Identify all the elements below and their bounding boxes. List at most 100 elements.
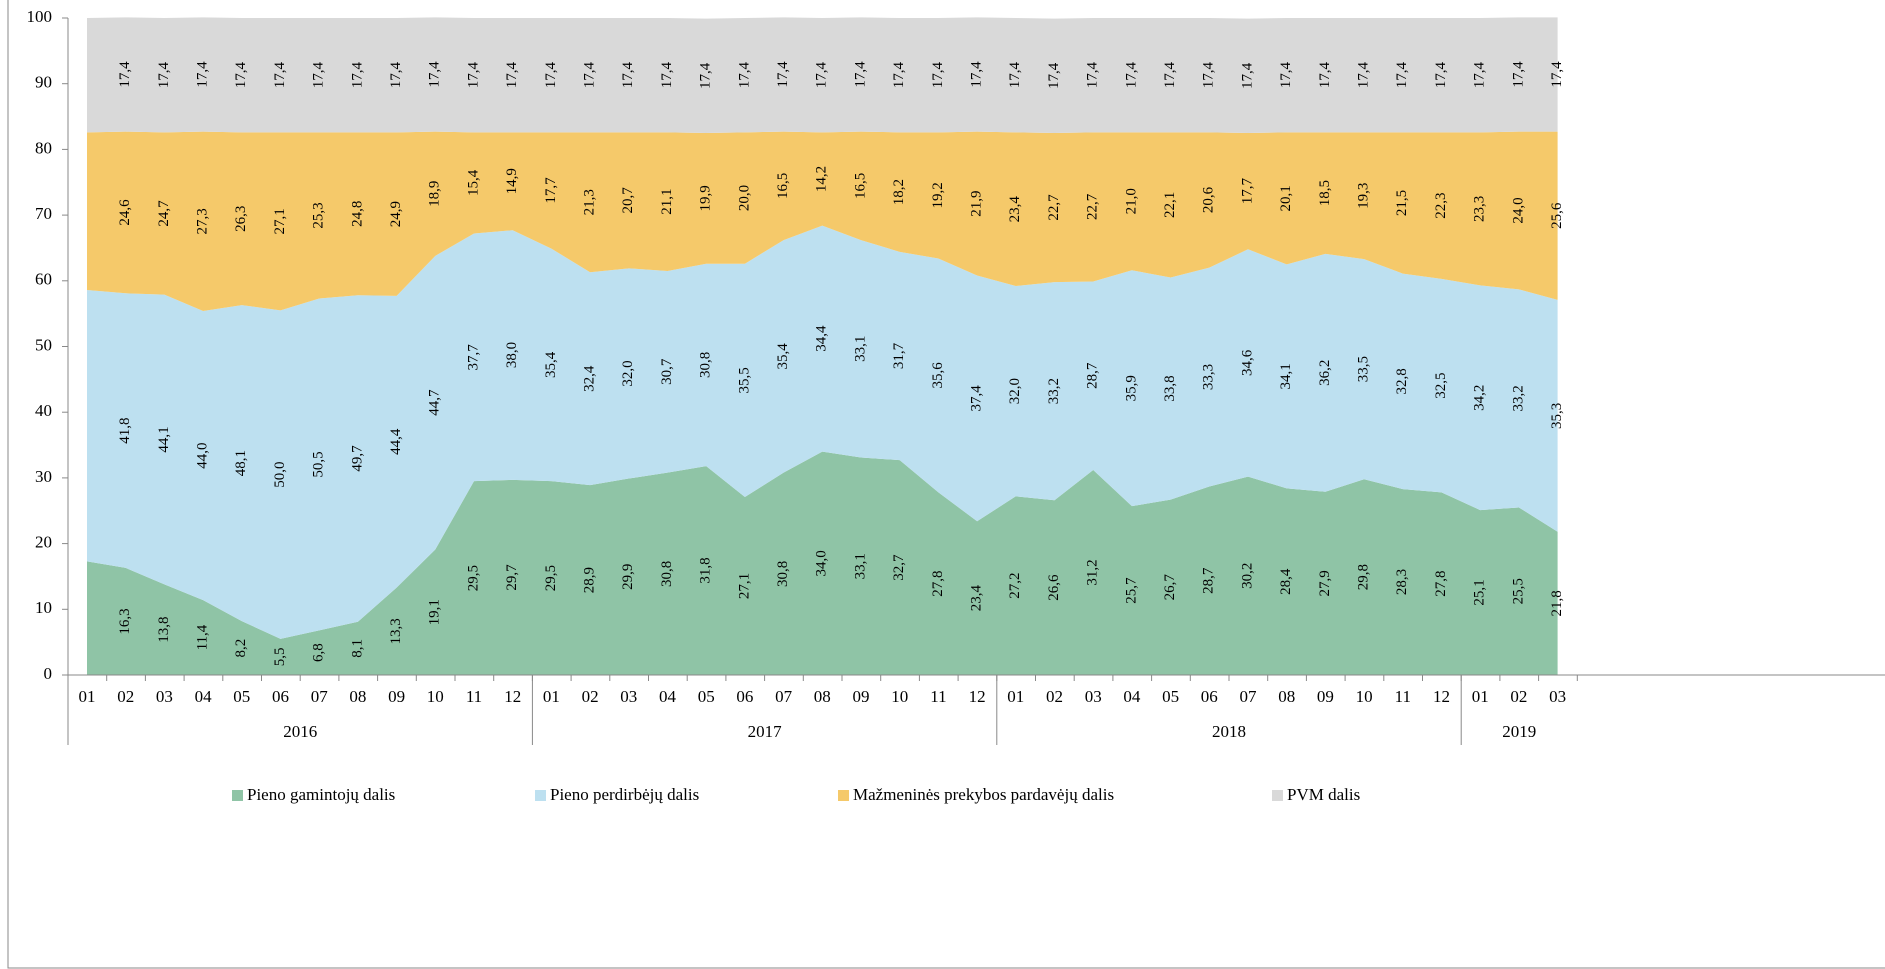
y-tick-label: 30 bbox=[35, 467, 52, 486]
value-label: 14,2 bbox=[814, 166, 830, 192]
value-label: 30,8 bbox=[659, 561, 675, 587]
value-label: 35,3 bbox=[1549, 403, 1565, 429]
legend-label: Pieno perdirbėjų dalis bbox=[550, 785, 699, 804]
value-label: 44,7 bbox=[427, 389, 443, 416]
x-tick-label: 09 bbox=[388, 687, 405, 706]
value-label: 37,4 bbox=[969, 385, 985, 412]
value-label: 32,0 bbox=[620, 360, 636, 386]
x-tick-label: 04 bbox=[659, 687, 677, 706]
area bbox=[87, 17, 1558, 133]
value-label: 25,6 bbox=[1549, 202, 1565, 229]
group-label: 2019 bbox=[1502, 722, 1536, 741]
value-label: 17,4 bbox=[349, 62, 365, 89]
value-label: 28,3 bbox=[1394, 569, 1410, 595]
area bbox=[87, 225, 1558, 639]
value-label: 24,7 bbox=[156, 200, 172, 227]
value-label: 18,5 bbox=[1317, 180, 1333, 206]
y-tick-label: 70 bbox=[35, 204, 52, 223]
value-label: 27,2 bbox=[1007, 573, 1023, 599]
x-tick-label: 03 bbox=[620, 687, 637, 706]
value-label: 23,4 bbox=[1007, 196, 1023, 223]
value-label: 6,8 bbox=[311, 643, 327, 662]
value-label: 17,4 bbox=[272, 62, 288, 89]
value-label: 50,5 bbox=[311, 451, 327, 477]
value-label: 36,2 bbox=[1317, 360, 1333, 386]
area bbox=[87, 451, 1558, 675]
x-tick-label: 01 bbox=[79, 687, 96, 706]
value-label: 17,4 bbox=[233, 62, 249, 89]
value-label: 27,8 bbox=[1433, 571, 1449, 597]
x-tick-label: 05 bbox=[233, 687, 250, 706]
value-label: 18,9 bbox=[427, 181, 443, 207]
value-label: 29,5 bbox=[465, 565, 481, 591]
value-label: 25,5 bbox=[1510, 578, 1526, 604]
value-label: 41,8 bbox=[117, 417, 133, 443]
value-label: 8,1 bbox=[349, 639, 365, 658]
value-label: 34,2 bbox=[1472, 385, 1488, 411]
value-label: 34,4 bbox=[814, 325, 830, 352]
x-tick-label: 08 bbox=[1278, 687, 1295, 706]
value-label: 50,0 bbox=[272, 461, 288, 487]
y-tick-label: 0 bbox=[44, 664, 53, 683]
value-label: 17,4 bbox=[1201, 62, 1217, 89]
value-label: 33,2 bbox=[1510, 385, 1526, 411]
value-label: 18,2 bbox=[891, 179, 907, 205]
legend-swatch bbox=[838, 790, 849, 801]
value-label: 38,0 bbox=[504, 342, 520, 368]
value-label: 23,3 bbox=[1472, 196, 1488, 222]
value-label: 11,4 bbox=[195, 624, 211, 650]
y-tick-label: 90 bbox=[35, 73, 52, 92]
value-label: 17,4 bbox=[1278, 62, 1294, 89]
value-label: 23,4 bbox=[969, 585, 985, 612]
value-label: 29,8 bbox=[1356, 564, 1372, 590]
x-tick-label: 06 bbox=[272, 687, 289, 706]
x-tick-label: 07 bbox=[1240, 687, 1258, 706]
value-label: 17,4 bbox=[582, 62, 598, 89]
value-label: 28,4 bbox=[1278, 568, 1294, 595]
value-label: 17,4 bbox=[1162, 62, 1178, 89]
x-tick-label: 11 bbox=[466, 687, 482, 706]
x-tick-label: 11 bbox=[1395, 687, 1411, 706]
value-label: 27,1 bbox=[272, 208, 288, 234]
value-label: 34,1 bbox=[1278, 363, 1294, 389]
x-tick-label: 09 bbox=[1317, 687, 1334, 706]
value-label: 16,5 bbox=[852, 173, 868, 199]
value-label: 29,9 bbox=[620, 564, 636, 590]
value-label: 28,9 bbox=[582, 567, 598, 593]
x-tick-label: 06 bbox=[1201, 687, 1218, 706]
value-label: 17,4 bbox=[698, 62, 714, 89]
x-tick-label: 08 bbox=[814, 687, 831, 706]
x-tick-label: 11 bbox=[930, 687, 946, 706]
value-label: 22,1 bbox=[1162, 192, 1178, 218]
x-tick-label: 10 bbox=[891, 687, 908, 706]
x-tick-label: 03 bbox=[1085, 687, 1102, 706]
value-label: 22,3 bbox=[1433, 192, 1449, 218]
value-label: 33,8 bbox=[1162, 375, 1178, 401]
y-tick-label: 80 bbox=[35, 138, 52, 157]
value-label: 33,1 bbox=[852, 553, 868, 579]
value-label: 17,4 bbox=[1239, 62, 1255, 89]
value-label: 17,4 bbox=[504, 62, 520, 89]
value-label: 17,4 bbox=[1046, 62, 1062, 89]
value-label: 15,4 bbox=[465, 169, 481, 196]
x-tick-label: 08 bbox=[349, 687, 366, 706]
legend-swatch bbox=[232, 790, 243, 801]
value-label: 33,5 bbox=[1356, 356, 1372, 382]
value-label: 17,4 bbox=[156, 62, 172, 89]
value-label: 13,8 bbox=[156, 617, 172, 643]
value-label: 24,8 bbox=[349, 201, 365, 227]
value-label: 30,2 bbox=[1239, 563, 1255, 589]
value-label: 21,3 bbox=[582, 189, 598, 215]
value-label: 17,4 bbox=[969, 61, 985, 88]
x-tick-label: 12 bbox=[969, 687, 986, 706]
value-label: 27,3 bbox=[195, 208, 211, 234]
x-tick-label: 06 bbox=[736, 687, 753, 706]
x-tick-label: 09 bbox=[853, 687, 870, 706]
group-label: 2016 bbox=[283, 722, 317, 741]
chart-frame bbox=[7, 0, 1885, 969]
value-label: 21,8 bbox=[1549, 590, 1565, 616]
value-label: 32,8 bbox=[1394, 368, 1410, 394]
x-tick-label: 03 bbox=[1549, 687, 1566, 706]
value-label: 17,4 bbox=[1085, 62, 1101, 89]
group-label: 2017 bbox=[748, 722, 783, 741]
